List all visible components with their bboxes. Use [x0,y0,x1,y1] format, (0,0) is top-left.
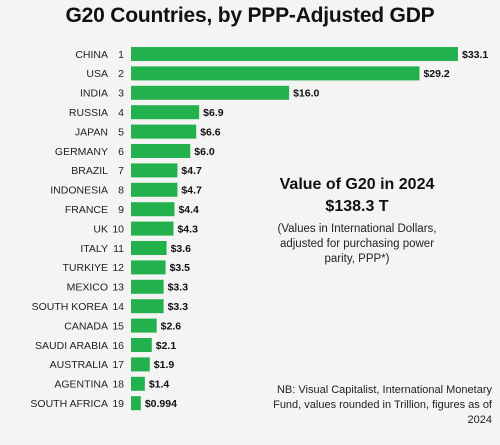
value-label: $3.3 [168,301,189,313]
rank-label: 2 [118,68,124,80]
rank-label: 14 [112,301,124,313]
rank-label: 10 [112,223,124,235]
bar [131,124,197,139]
category-label: INDONESIA [50,185,108,197]
rank-label: 19 [112,398,124,410]
bar [131,357,150,372]
bar [131,318,157,333]
value-label: $3.5 [170,262,191,274]
rank-label: 4 [118,107,124,119]
summary-total: $138.3 T [325,198,389,215]
summary-panel: Value of G20 in 2024 $138.3 T (Values in… [222,176,492,267]
category-label: SOUTH AFRICA [30,398,108,410]
source-note: NB: Visual Capitalist, International Mon… [273,384,492,426]
rank-label: 5 [118,126,124,138]
value-label: $1.9 [154,359,175,371]
rank-label: 6 [118,146,124,158]
bar [131,85,290,100]
value-label: $4.7 [181,185,202,197]
bar [131,241,167,255]
value-label: $6.6 [200,126,221,138]
rank-label: 9 [118,204,124,216]
bar [131,163,178,178]
value-label: $33.1 [462,49,488,61]
category-label: MEXICO [67,282,108,294]
value-label: $1.4 [149,379,170,391]
value-label: $3.3 [168,282,189,294]
category-label: ITALY [80,243,108,255]
rank-label: 13 [112,282,124,294]
rank-label: 3 [118,88,124,100]
category-label: TURKIYE [62,262,108,274]
category-label: INDIA [80,88,108,100]
category-label: CANADA [64,320,108,332]
value-label: $4.4 [178,204,199,216]
value-label: $4.7 [181,165,202,177]
bar [131,144,191,158]
rank-label: 12 [112,262,124,274]
value-label: $6.9 [203,107,224,119]
rank-label: 17 [112,359,124,371]
summary-heading: Value of G20 in 2024 [279,176,435,193]
value-label: $2.1 [156,340,177,352]
category-label: AGENTINA [54,379,108,391]
bar [131,338,152,352]
bar [131,66,420,81]
value-label: $3.6 [171,243,192,255]
value-label: $6.0 [194,146,215,158]
bars-group: CHINA 1 $33.1 USA 2 $29.2 INDIA 3 $16.0 RUSSIA 4 $6… [30,47,488,411]
category-label: BRAZIL [71,165,108,177]
category-label: GERMANY [55,146,108,158]
category-label: CHINA [75,49,108,61]
category-label: UK [93,223,108,235]
rank-label: 11 [113,243,124,255]
bar [131,396,141,411]
bar [131,279,164,294]
rank-label: 7 [118,165,124,177]
bar [131,105,200,120]
bar [131,182,178,197]
rank-label: 1 [118,49,124,61]
bar [131,202,175,217]
rank-label: 18 [112,379,124,391]
value-label: $2.6 [161,320,182,332]
bar [131,47,458,61]
category-label: SAUDI ARABIA [35,340,108,352]
value-label: $16.0 [293,88,319,100]
category-label: AUSTRALIA [50,359,108,371]
category-label: FRANCE [65,204,108,216]
bar [131,260,166,275]
category-label: SOUTH KOREA [32,301,108,313]
summary-note: (Values in International Dollars, adjust… [277,223,437,265]
rank-label: 8 [118,185,124,197]
value-label: $4.3 [177,223,198,235]
bar [131,299,164,314]
bar [131,376,145,391]
rank-label: 16 [112,340,124,352]
chart-title: G20 Countries, by PPP-Adjusted GDP [65,4,435,27]
category-label: JAPAN [75,126,108,138]
category-label: USA [86,68,108,80]
bar [131,221,174,236]
value-label: $29.2 [423,68,449,80]
value-label: $0.994 [145,398,177,410]
category-label: RUSSIA [69,107,108,119]
rank-label: 15 [112,320,124,332]
